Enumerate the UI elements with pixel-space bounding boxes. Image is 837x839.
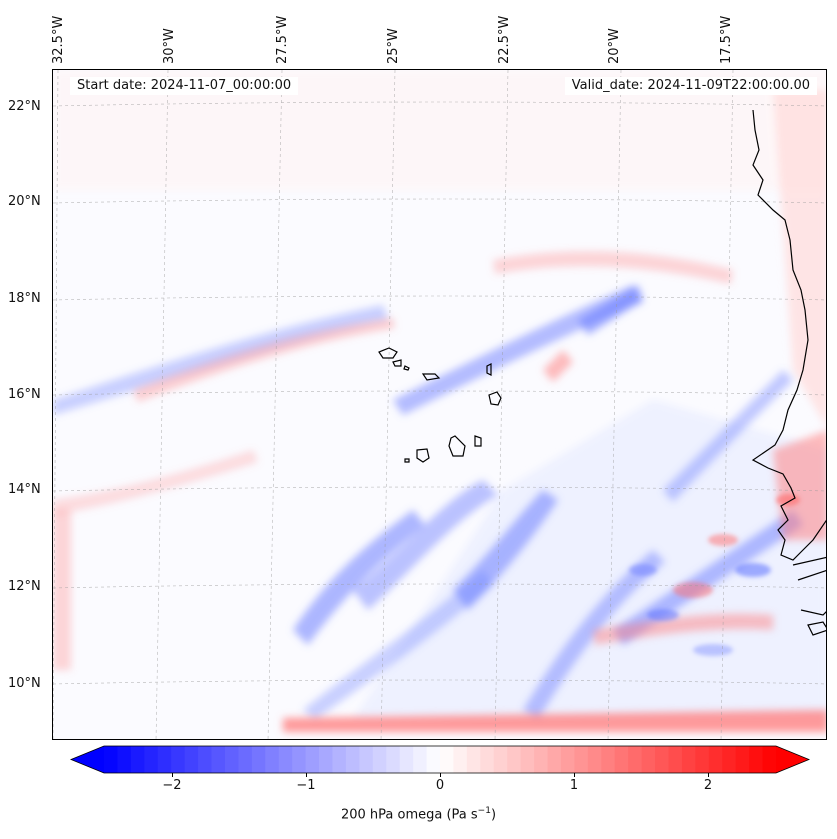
colorbar-tickmark (440, 773, 441, 777)
colorbar-segment (345, 746, 360, 773)
omega-field-map (53, 70, 826, 739)
start-date-label: Start date: 2024-11-07_00:00:00 (70, 77, 299, 95)
lon-label-22-5w: 22.5°W (497, 15, 512, 64)
colorbar-tick-label: −2 (162, 778, 182, 793)
colorbar-segment (104, 746, 118, 773)
coastline-africa (751, 109, 826, 636)
colorbar-segment (332, 746, 347, 773)
colorbar-segment (198, 746, 213, 773)
colorbar-segment (157, 746, 172, 773)
colorbar-segment (601, 746, 616, 773)
valid-date-label: Valid_date: 2024-11-09T22:00:00.00 (564, 77, 817, 95)
colorbar-segment (372, 746, 387, 773)
colorbar-segment (224, 746, 239, 773)
colorbar-tick-label: 1 (569, 778, 579, 793)
colorbar-segment (359, 746, 374, 773)
colorbar-tick-label: 0 (435, 778, 445, 793)
colorbar-segment (144, 746, 159, 773)
colorbar-segment (708, 746, 723, 773)
colorbar-tick-label: 2 (703, 778, 713, 793)
map-plot-area (52, 69, 827, 740)
colorbar-segment (587, 746, 602, 773)
colorbar-tickmark (574, 773, 575, 777)
colorbar-segment (534, 746, 549, 773)
colorbar-segment (466, 746, 481, 773)
lat-lon-gridlines (53, 70, 826, 739)
colorbar-segment (305, 746, 320, 773)
colorbar-tickmark (306, 773, 307, 777)
lat-label-10n: 10°N (8, 676, 41, 691)
colorbar-segment (184, 746, 199, 773)
lat-label-14n: 14°N (8, 482, 41, 497)
colorbar-segment (547, 746, 562, 773)
colorbar-segment (735, 746, 750, 773)
colorbar-tick-label: −1 (296, 778, 316, 793)
lon-label-27-5w: 27.5°W (275, 15, 290, 64)
colorbar-segment (641, 746, 656, 773)
colorbar-segment (560, 746, 575, 773)
colorbar-segment (574, 746, 589, 773)
omega-background-tints (53, 70, 826, 720)
colorbar-segment (628, 746, 643, 773)
colorbar-segment (399, 746, 414, 773)
colorbar-segment (292, 746, 307, 773)
colorbar-tickmark (172, 773, 173, 777)
lat-label-22n: 22°N (8, 99, 41, 114)
lon-label-20w: 20°W (607, 28, 622, 64)
colorbar-segment (171, 746, 186, 773)
lat-label-18n: 18°N (8, 291, 41, 306)
lon-label-32-5w: 32.5°W (51, 15, 66, 64)
colorbar-segment (211, 746, 226, 773)
colorbar-segment (722, 746, 737, 773)
colorbar-segment (117, 746, 132, 773)
colorbar (69, 745, 811, 775)
colorbar-segment (130, 746, 145, 773)
colorbar-segment (319, 746, 333, 773)
colorbar-segment (453, 746, 468, 773)
colorbar-tickmark (708, 773, 709, 777)
colorbar-segment (238, 746, 253, 773)
colorbar-segment (426, 746, 441, 773)
colorbar-segment (493, 746, 508, 773)
omega-positive-bands (53, 251, 826, 732)
lat-label-16n: 16°N (8, 387, 41, 402)
colorbar-segment (749, 746, 764, 773)
colorbar-segment (614, 746, 629, 773)
colorbar-extend-min (71, 746, 104, 773)
colorbar-segment (655, 746, 669, 773)
cape-verde-islands (378, 347, 502, 463)
lon-label-25w: 25°W (386, 28, 401, 64)
colorbar-segment (668, 746, 683, 773)
lon-label-17-5w: 17.5°W (719, 15, 734, 64)
colorbar-segment (520, 746, 535, 773)
colorbar-segment (440, 746, 454, 773)
colorbar-segment (507, 746, 522, 773)
colorbar-segment (695, 746, 710, 773)
lat-label-20n: 20°N (8, 194, 41, 209)
colorbar-segment (413, 746, 428, 773)
colorbar-segment (265, 746, 280, 773)
colorbar-outline (69, 745, 811, 774)
colorbar-label: 200 hPa omega (Pa s−1) (340, 806, 497, 823)
colorbar-segment (762, 746, 777, 773)
lon-label-30w: 30°W (162, 28, 177, 64)
colorbar-segment (681, 746, 696, 773)
colorbar-segment (386, 746, 401, 773)
colorbar-extend-max (776, 746, 809, 773)
lat-label-12n: 12°N (8, 579, 41, 594)
colorbar-segment (251, 746, 266, 773)
colorbar-segment (278, 746, 293, 773)
colorbar-gradient (69, 745, 811, 774)
colorbar-segment (480, 746, 495, 773)
